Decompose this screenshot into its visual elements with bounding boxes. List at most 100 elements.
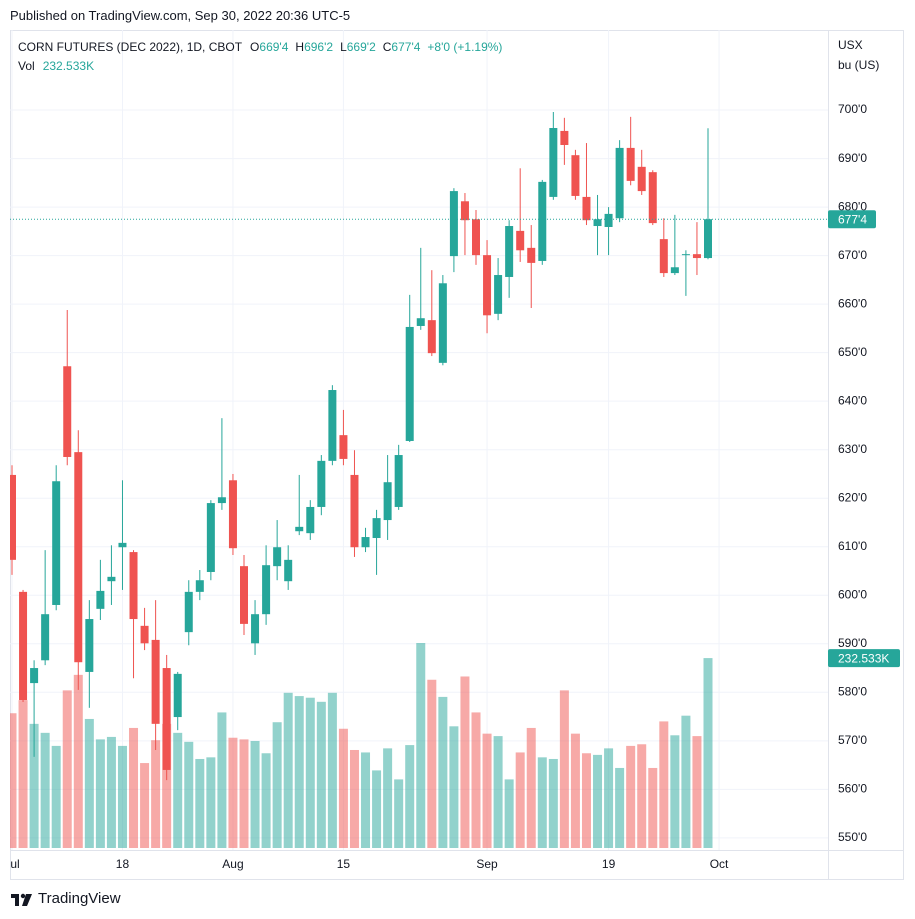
candle-body: [670, 267, 679, 274]
candle-body: [328, 390, 337, 461]
volume-bar: [559, 690, 569, 848]
candle-body: [593, 219, 602, 227]
candle-body: [626, 147, 635, 181]
volume-bar: [106, 736, 116, 848]
candle-body: [217, 497, 226, 504]
y-tick-label: 570'0: [838, 733, 867, 747]
candle-body: [438, 283, 447, 363]
volume-bar: [140, 763, 150, 848]
volume-bar: [95, 739, 105, 848]
candle-body: [19, 591, 28, 701]
y-tick-label: 560'0: [838, 782, 867, 796]
volume-bar: [51, 745, 61, 848]
volume-bar: [62, 690, 72, 848]
volume-bar: [372, 770, 382, 848]
candle-body: [460, 201, 469, 221]
volume-bar: [604, 748, 614, 848]
volume-bar: [626, 745, 636, 848]
volume-bar: [84, 718, 94, 848]
volume-bar: [250, 741, 260, 848]
volume-bar: [10, 713, 17, 848]
volume-bar: [637, 744, 647, 848]
brand: TradingView: [38, 890, 121, 907]
candle-body: [394, 455, 403, 507]
volume-bar: [40, 732, 50, 848]
y-tick-label: 630'0: [838, 442, 867, 456]
volume-bar: [305, 697, 315, 848]
volume-bar: [703, 658, 713, 848]
candle-body: [284, 559, 293, 582]
candle-body: [704, 219, 712, 259]
candle-body: [692, 254, 701, 259]
volume-bar: [349, 749, 359, 848]
candle-body: [538, 181, 547, 261]
candle-body: [195, 580, 204, 592]
x-tick-label: 19: [602, 857, 616, 871]
time-axis: Jul 18 Aug 15 Sep 19 Oct: [4, 857, 729, 871]
candle-body: [604, 213, 613, 227]
legend-key: C: [382, 40, 392, 54]
candle-body: [162, 668, 171, 770]
candle-body: [449, 191, 458, 257]
volume-bar: [570, 733, 580, 848]
candle-body: [295, 526, 304, 532]
candle-body: [582, 196, 591, 221]
candle-body: [472, 219, 480, 256]
y-tick-label: 620'0: [838, 490, 867, 504]
candle-body: [140, 625, 149, 644]
price-tags: 677'4 232.533K: [828, 210, 900, 668]
legend-value: 677'4: [391, 40, 421, 54]
volume-bar: [29, 723, 39, 848]
candle-body: [96, 590, 105, 609]
candle-body: [549, 128, 558, 197]
candle-body: [206, 503, 215, 572]
candle-body: [107, 576, 116, 582]
volume-bar: [471, 712, 481, 848]
x-tick-label: Oct: [710, 857, 729, 871]
candle-body: [41, 614, 50, 661]
candle-body: [63, 366, 72, 457]
legend-title: CORN FUTURES (DEC 2022), 1D, CBOT: [18, 40, 243, 54]
legend: CORN FUTURES (DEC 2022), 1D, CBOT O669'4 H…: [18, 38, 509, 76]
legend-key: O: [250, 40, 260, 54]
volume-bar: [272, 722, 282, 848]
volume-bar: [681, 715, 691, 848]
volume-bar: [283, 692, 293, 848]
y-tick-label: 680'0: [838, 199, 867, 213]
volume-bar: [449, 726, 459, 848]
legend-key: L: [340, 40, 347, 54]
volume-bar: [361, 752, 371, 848]
candle-body: [118, 542, 127, 548]
volume-bar: [151, 740, 161, 848]
volume-bar: [526, 727, 536, 848]
volume-bar: [416, 643, 426, 848]
last-price-tag: [828, 210, 876, 229]
volume-bar: [316, 701, 326, 848]
candle-body: [262, 565, 271, 615]
candle-body: [251, 614, 260, 644]
candle-body: [184, 591, 193, 633]
candle-body: [129, 552, 138, 620]
candle-body: [560, 130, 569, 145]
legend-value: 669'4: [259, 40, 289, 54]
volume-tag: [828, 649, 900, 668]
candle-body: [173, 673, 182, 718]
volume-bar: [383, 748, 393, 848]
volume-bar: [482, 733, 492, 848]
volume-bar: [239, 739, 249, 848]
candle-body: [361, 537, 370, 548]
volume-bar: [294, 696, 304, 848]
legend-change: +8'0 (+1.19%): [427, 40, 503, 54]
volume-bar: [593, 754, 603, 848]
volume-bar: [537, 757, 547, 848]
candle-body: [416, 318, 425, 326]
y-tick-label: 590'0: [838, 636, 867, 650]
x-tick-label: Jul: [4, 857, 19, 871]
price-axis: USX bu (US) 550'0 560'0 570'0 580'0 590'0 600…: [838, 38, 879, 844]
legend-value: 696'2: [304, 40, 334, 54]
candle-body: [571, 155, 580, 196]
volume-bar: [427, 679, 437, 848]
candle-body: [681, 254, 690, 256]
candle-layer: [10, 112, 828, 781]
